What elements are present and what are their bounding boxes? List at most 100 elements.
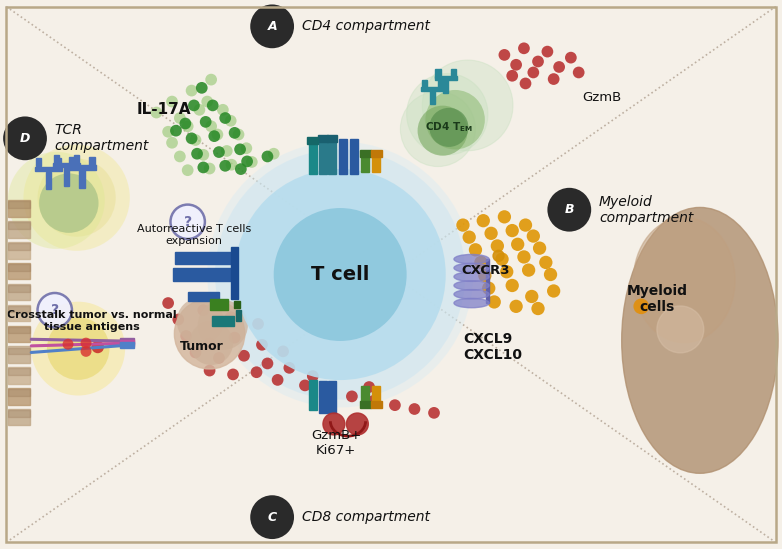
Ellipse shape xyxy=(409,403,421,415)
Bar xyxy=(422,80,428,89)
Ellipse shape xyxy=(526,290,539,303)
Bar xyxy=(372,154,380,172)
Ellipse shape xyxy=(211,128,224,141)
Ellipse shape xyxy=(205,120,217,132)
Bar xyxy=(8,346,30,363)
Bar xyxy=(89,157,95,165)
Text: CXCL9
CXCL10: CXCL9 CXCL10 xyxy=(463,332,522,362)
Bar xyxy=(371,150,382,157)
Bar xyxy=(430,91,436,104)
Ellipse shape xyxy=(485,227,498,240)
Bar xyxy=(371,401,382,408)
Ellipse shape xyxy=(368,395,380,407)
Bar xyxy=(8,284,30,300)
Ellipse shape xyxy=(454,281,490,290)
Ellipse shape xyxy=(163,126,174,138)
Bar xyxy=(120,340,134,346)
Ellipse shape xyxy=(197,161,210,173)
Ellipse shape xyxy=(188,99,200,111)
Ellipse shape xyxy=(181,164,194,176)
Ellipse shape xyxy=(418,105,468,156)
Ellipse shape xyxy=(228,368,239,380)
Ellipse shape xyxy=(463,231,475,244)
Bar xyxy=(361,385,369,405)
Ellipse shape xyxy=(274,208,407,341)
Ellipse shape xyxy=(491,239,504,253)
Ellipse shape xyxy=(657,306,704,353)
Ellipse shape xyxy=(219,160,231,172)
Ellipse shape xyxy=(497,210,511,223)
Bar xyxy=(212,316,234,326)
Bar xyxy=(486,285,490,294)
Bar xyxy=(360,150,371,157)
Bar xyxy=(328,135,338,142)
Bar xyxy=(486,277,490,285)
Bar xyxy=(8,367,30,384)
Bar xyxy=(68,165,96,170)
Ellipse shape xyxy=(205,74,217,86)
Ellipse shape xyxy=(38,293,72,327)
Bar xyxy=(8,327,30,333)
Ellipse shape xyxy=(454,254,490,264)
Ellipse shape xyxy=(267,148,280,160)
Bar xyxy=(34,167,63,171)
Bar xyxy=(360,401,371,408)
Ellipse shape xyxy=(228,127,241,139)
Bar xyxy=(309,142,317,175)
Ellipse shape xyxy=(547,188,591,232)
Ellipse shape xyxy=(186,132,198,144)
Ellipse shape xyxy=(469,243,482,256)
Ellipse shape xyxy=(572,66,585,79)
Ellipse shape xyxy=(520,77,532,89)
Ellipse shape xyxy=(196,82,208,94)
Bar xyxy=(8,264,30,271)
Ellipse shape xyxy=(204,337,216,349)
Bar xyxy=(210,299,228,310)
Ellipse shape xyxy=(3,116,47,160)
Ellipse shape xyxy=(91,341,104,353)
Ellipse shape xyxy=(518,42,530,54)
Ellipse shape xyxy=(81,338,91,349)
Text: CXCR3: CXCR3 xyxy=(461,264,510,277)
Ellipse shape xyxy=(543,268,558,281)
Bar xyxy=(8,348,30,354)
Ellipse shape xyxy=(252,318,264,330)
Text: CD4 T$_\mathregular{EM}$: CD4 T$_\mathregular{EM}$ xyxy=(425,120,472,135)
Ellipse shape xyxy=(346,413,368,435)
Ellipse shape xyxy=(239,350,250,362)
Ellipse shape xyxy=(261,150,274,163)
Bar xyxy=(120,342,134,349)
Bar xyxy=(328,381,336,413)
Ellipse shape xyxy=(633,299,649,314)
Ellipse shape xyxy=(23,144,130,251)
Ellipse shape xyxy=(278,345,289,357)
Bar xyxy=(309,380,317,410)
Ellipse shape xyxy=(261,357,274,369)
Ellipse shape xyxy=(181,120,194,132)
Ellipse shape xyxy=(250,495,294,539)
Bar xyxy=(36,159,41,166)
Bar xyxy=(8,410,30,417)
Ellipse shape xyxy=(547,284,560,298)
Ellipse shape xyxy=(363,381,375,393)
Ellipse shape xyxy=(425,90,485,149)
Ellipse shape xyxy=(528,66,540,79)
Bar xyxy=(8,409,30,425)
Ellipse shape xyxy=(272,374,284,386)
Bar xyxy=(319,139,327,175)
Bar xyxy=(236,310,241,321)
Ellipse shape xyxy=(488,295,501,309)
Ellipse shape xyxy=(482,282,496,295)
Ellipse shape xyxy=(213,352,225,364)
Ellipse shape xyxy=(300,379,311,391)
Bar xyxy=(8,201,30,208)
Ellipse shape xyxy=(47,317,109,380)
Bar xyxy=(486,268,490,277)
Ellipse shape xyxy=(213,146,225,158)
Bar xyxy=(188,292,219,301)
Ellipse shape xyxy=(346,390,358,402)
Bar xyxy=(451,69,457,78)
Bar xyxy=(350,139,358,175)
Ellipse shape xyxy=(510,300,523,313)
Text: TCR
compartment: TCR compartment xyxy=(55,123,149,154)
